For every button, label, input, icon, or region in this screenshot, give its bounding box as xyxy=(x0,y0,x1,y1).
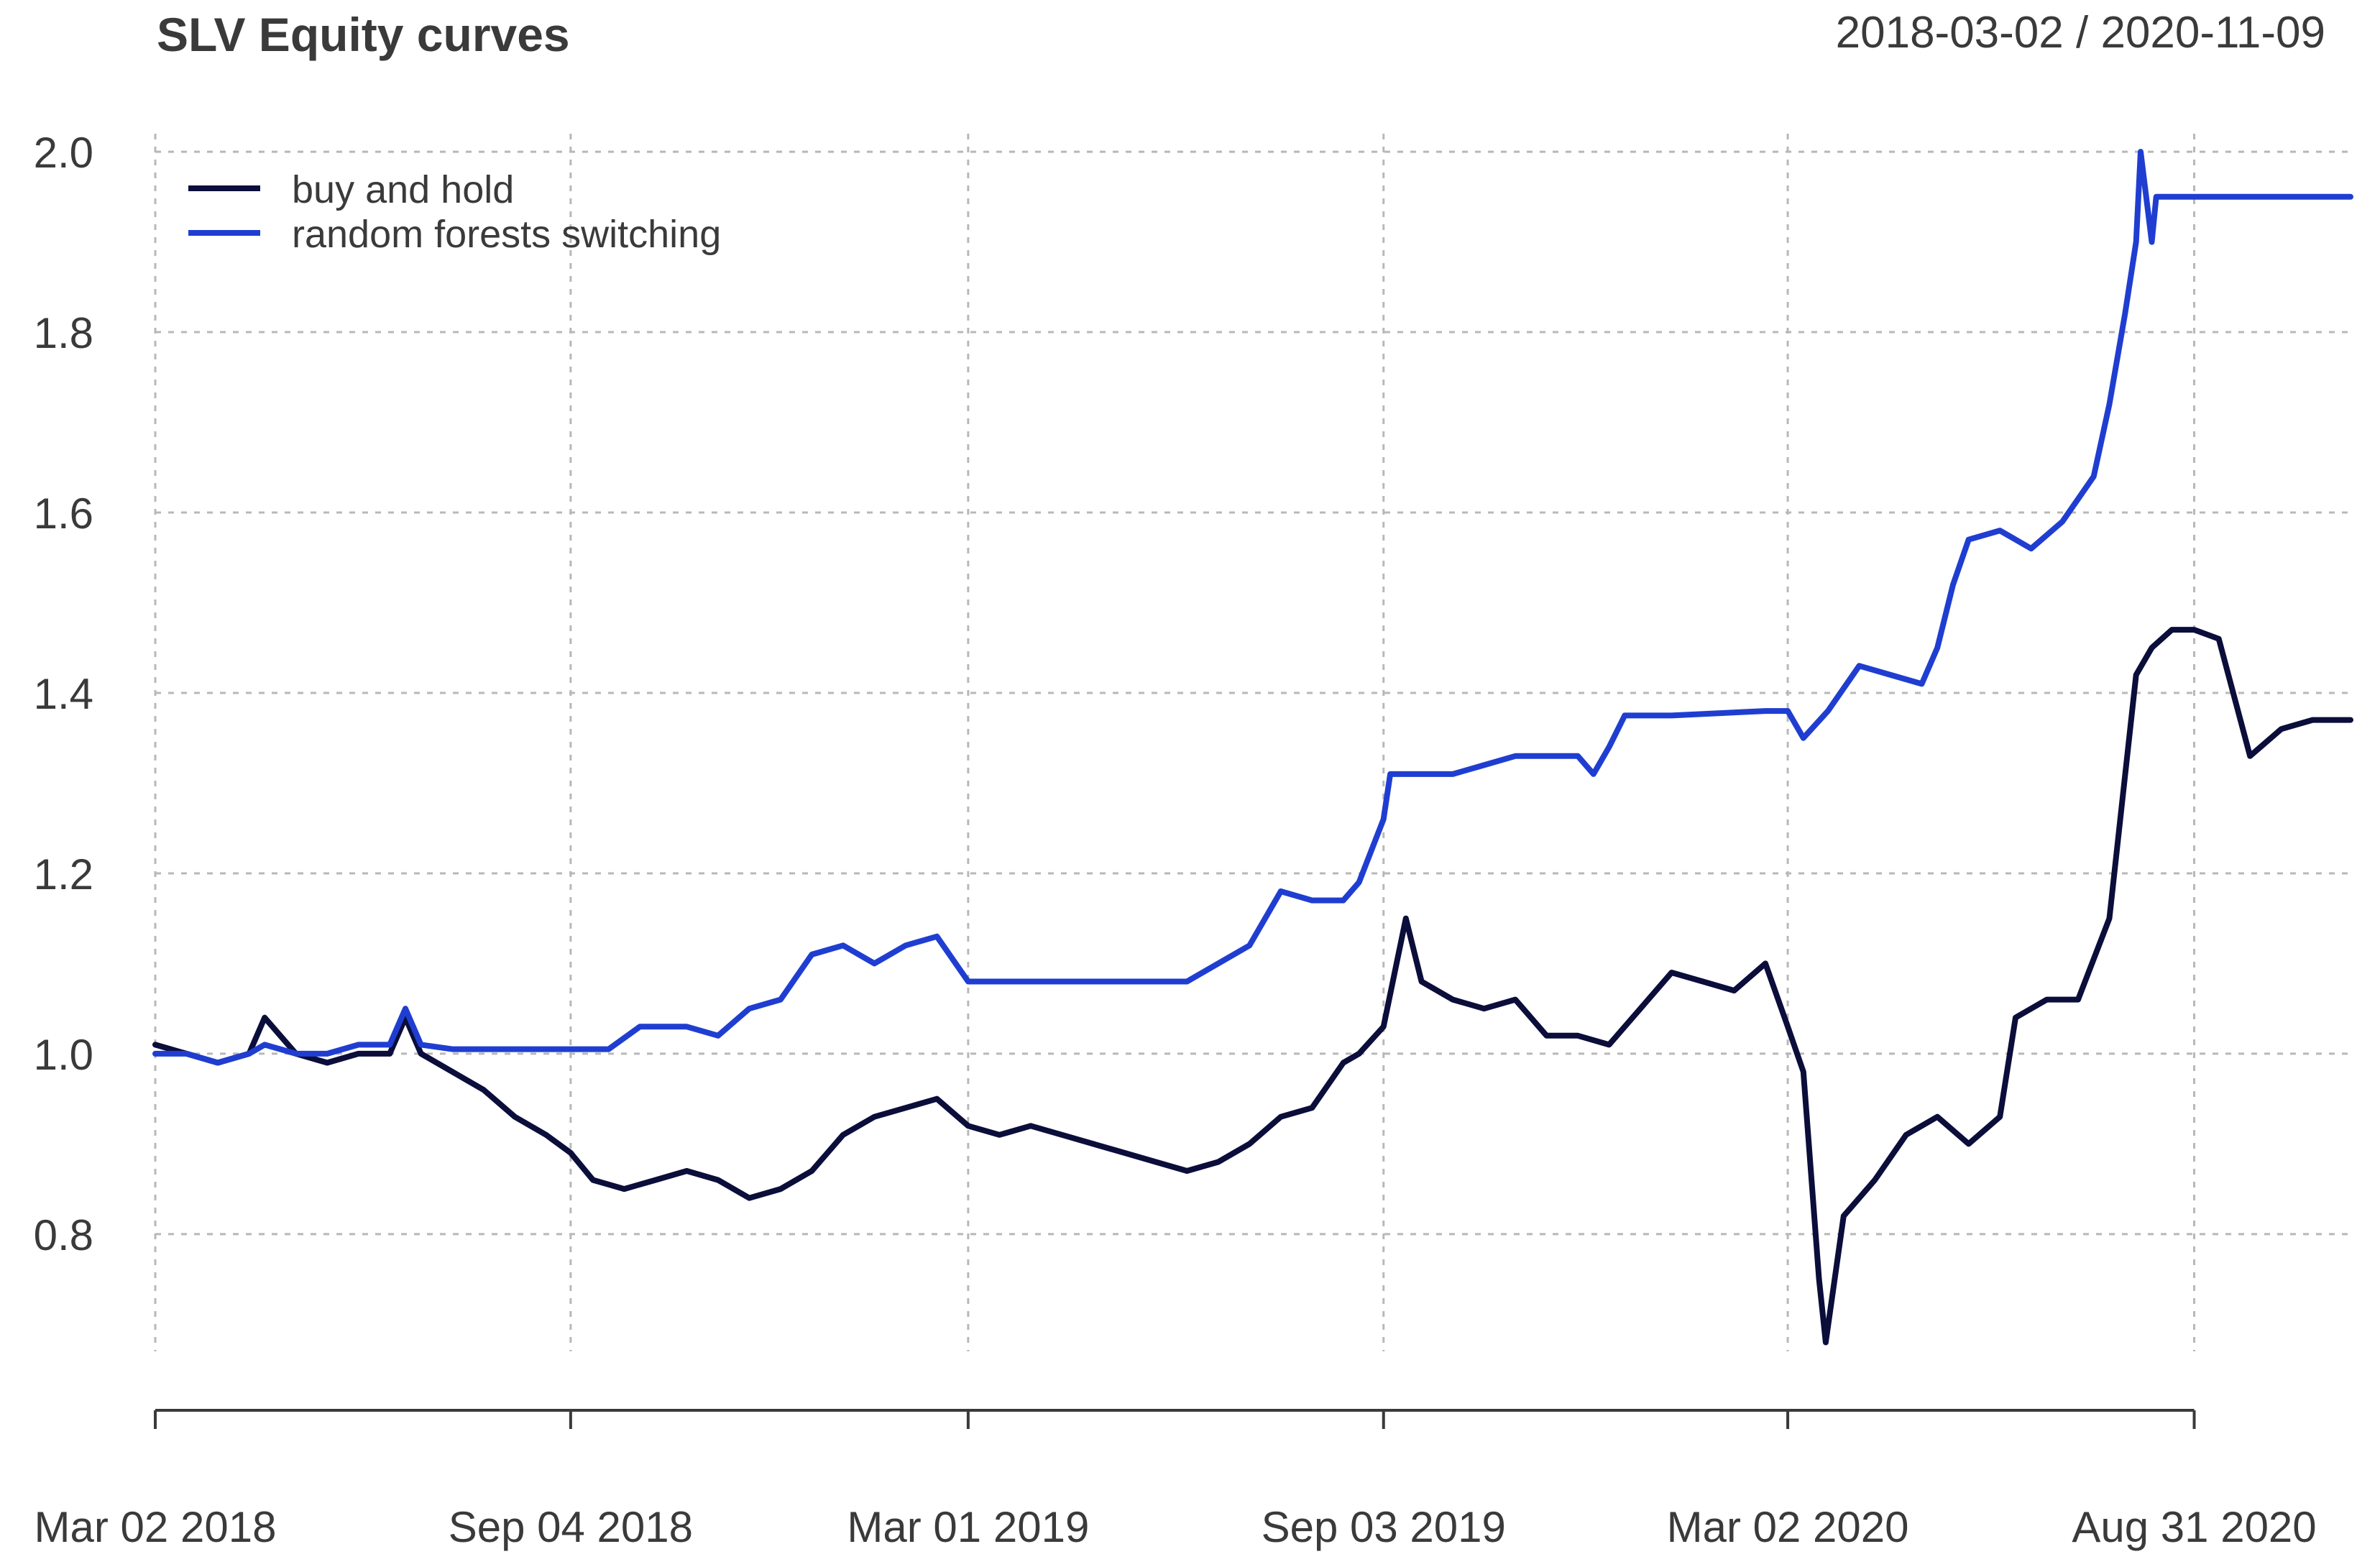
y-tick-label: 2.0 xyxy=(34,129,93,177)
legend-label: buy and hold xyxy=(292,168,514,211)
legend-label: random forests switching xyxy=(292,213,721,256)
y-tick-label: 1.6 xyxy=(34,490,93,538)
x-tick-label: Mar 01 2019 xyxy=(847,1503,1089,1551)
y-tick-label: 1.8 xyxy=(34,309,93,357)
series-line-buy-and-hold xyxy=(152,627,2353,1346)
series-line-random-forests-switching xyxy=(152,149,2353,1066)
grid xyxy=(154,134,2351,1351)
y-tick-label: 1.4 xyxy=(34,670,93,718)
y-tick-label: 1.2 xyxy=(34,850,93,899)
x-tick-label: Mar 02 2018 xyxy=(35,1503,277,1551)
x-tick-label: Sep 04 2018 xyxy=(449,1503,693,1551)
x-tick-label: Aug 31 2020 xyxy=(2072,1503,2316,1551)
chart-title: SLV Equity curves xyxy=(157,8,570,61)
x-tick-label: Mar 02 2020 xyxy=(1667,1503,1909,1551)
y-axis: 0.8 1.0 1.2 1.4 1.6 1.8 2.0 xyxy=(34,129,93,1259)
x-axis: Mar 02 2018 Sep 04 2018 Mar 01 2019 Sep 03 … xyxy=(35,1409,2317,1551)
chart-subtitle: 2018-03-02 / 2020-11-09 xyxy=(1835,8,2325,58)
y-tick-label: 1.0 xyxy=(34,1031,93,1079)
series-group xyxy=(152,149,2353,1346)
y-tick-label: 0.8 xyxy=(34,1211,93,1259)
x-tick-label: Sep 03 2019 xyxy=(1262,1503,1506,1551)
